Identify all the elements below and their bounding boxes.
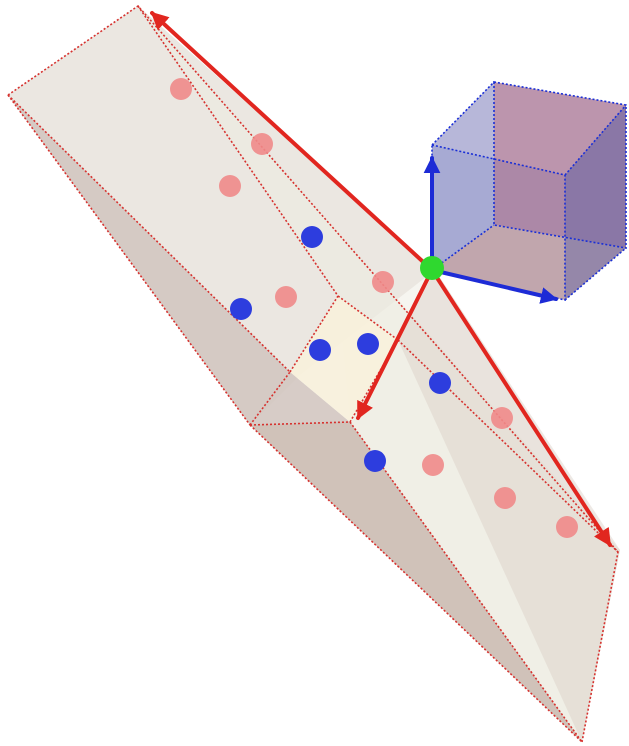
- prism-lower-face: [250, 422, 582, 742]
- red-points: [170, 78, 578, 538]
- blue-vectors: [423, 156, 558, 304]
- red-point: [251, 133, 273, 155]
- cube-edge: [564, 247, 627, 301]
- prism-edge: [337, 295, 399, 341]
- prism-edge: [249, 371, 291, 426]
- blue-point: [301, 226, 323, 248]
- red-vector-down: [356, 268, 434, 420]
- cube-edge: [431, 81, 495, 146]
- red-point: [556, 516, 578, 538]
- red-point: [275, 286, 297, 308]
- prism-edge: [249, 424, 583, 743]
- red-point: [170, 78, 192, 100]
- prism-edge: [349, 421, 583, 743]
- red-point: [494, 487, 516, 509]
- red-point: [422, 454, 444, 476]
- red-vector-down-right: [430, 268, 612, 547]
- red-point: [372, 271, 394, 293]
- cube-face-left: [432, 82, 494, 270]
- prism-edge: [7, 94, 291, 373]
- cube-face-front: [432, 145, 565, 300]
- prism-edge: [137, 5, 339, 297]
- prism-edge: [7, 94, 251, 426]
- blue-point: [309, 339, 331, 361]
- red-vectors: [150, 11, 612, 547]
- prism-edge: [397, 339, 619, 553]
- cube-face-right: [565, 105, 626, 300]
- blue-vector-right: [430, 268, 558, 304]
- red-vector-up-left: [150, 11, 434, 272]
- blue-point: [364, 450, 386, 472]
- blue-point: [357, 333, 379, 355]
- prism-edge: [249, 421, 351, 426]
- prism-edge: [289, 295, 339, 373]
- small-cube: [431, 81, 627, 302]
- blue-point: [429, 372, 451, 394]
- blue-points: [230, 226, 451, 472]
- red-point: [219, 175, 241, 197]
- origin-marker: [420, 256, 444, 280]
- cube-edge: [564, 104, 627, 176]
- cube-face-top: [432, 82, 626, 175]
- red-point: [491, 407, 513, 429]
- prism-inner-slab: [290, 296, 398, 422]
- blue-point: [230, 298, 252, 320]
